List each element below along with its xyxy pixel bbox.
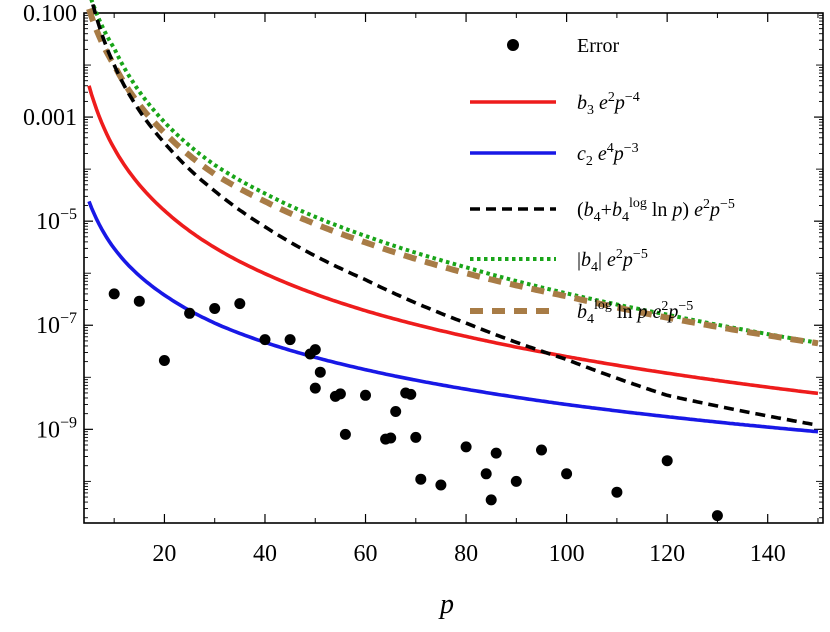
series-line [89,0,819,427]
error-point [209,303,221,314]
error-point [510,475,522,487]
error-point [485,494,497,506]
error-points [108,288,723,522]
error-point [611,486,623,498]
error-point [410,431,422,443]
error-point [158,355,170,366]
error-point [309,382,321,394]
error-point [334,388,346,400]
error-point [360,389,371,401]
error-point [133,295,145,307]
plot-frame [83,12,824,524]
error-point [390,406,402,417]
x-tick-label: 120 [649,541,685,567]
y-tick-label: 10−7 [36,310,77,339]
y-tick-label: 0.001 [23,105,77,131]
x-tick-label: 80 [454,541,478,567]
x-tick-label: 60 [354,541,378,567]
error-point [339,428,351,440]
legend-label-c2: c2 e4p−3 [577,141,639,169]
error-point [314,366,326,378]
series-line [86,7,819,347]
error-point [661,455,673,467]
legend-label-error: Error [577,35,620,57]
error-point [405,388,417,400]
error-point [480,468,492,480]
error-point [561,468,573,480]
axis-ticks: 20 40 60 80 100 120 140 0.100 0.001 10−5 10−7 10−9 [23,1,823,567]
x-tick-label: 20 [152,541,176,567]
error-point [184,307,196,319]
legend-label-b4-log: b4log ln p e2p−5 [577,298,693,327]
legend: Error b3 e2p−4 c2 e4p−3 (b4+b4log ln p) e2p… [470,35,735,327]
error-point [385,432,397,444]
error-point [309,344,321,356]
error-point [711,510,723,522]
error-point [536,444,547,456]
error-point [435,479,447,491]
legend-label-b4-abs: |b4| e2p−5 [577,247,648,275]
error-point [490,447,502,459]
x-tick-label: 140 [750,541,786,567]
series-line [87,85,819,396]
y-tick-label: 10−9 [36,414,77,443]
error-point [284,334,296,346]
y-tick-label: 0.100 [23,1,77,27]
x-axis-label: p [438,589,454,620]
error-point [234,298,246,310]
error-point [259,334,271,346]
series-curves [86,0,819,434]
x-tick-label: 100 [549,541,585,567]
series-line [89,0,819,345]
error-point [415,473,427,485]
legend-label-b3: b3 e2p−4 [577,90,640,118]
y-tick-label: 10−5 [36,206,77,235]
error-point [108,288,120,300]
legend-label-b4-sum: (b4+b4log ln p) e2p−5 [577,196,735,225]
series-line [87,200,819,434]
error-point [460,441,472,453]
x-tick-label: 40 [253,541,277,567]
legend-marker-error [507,39,519,51]
